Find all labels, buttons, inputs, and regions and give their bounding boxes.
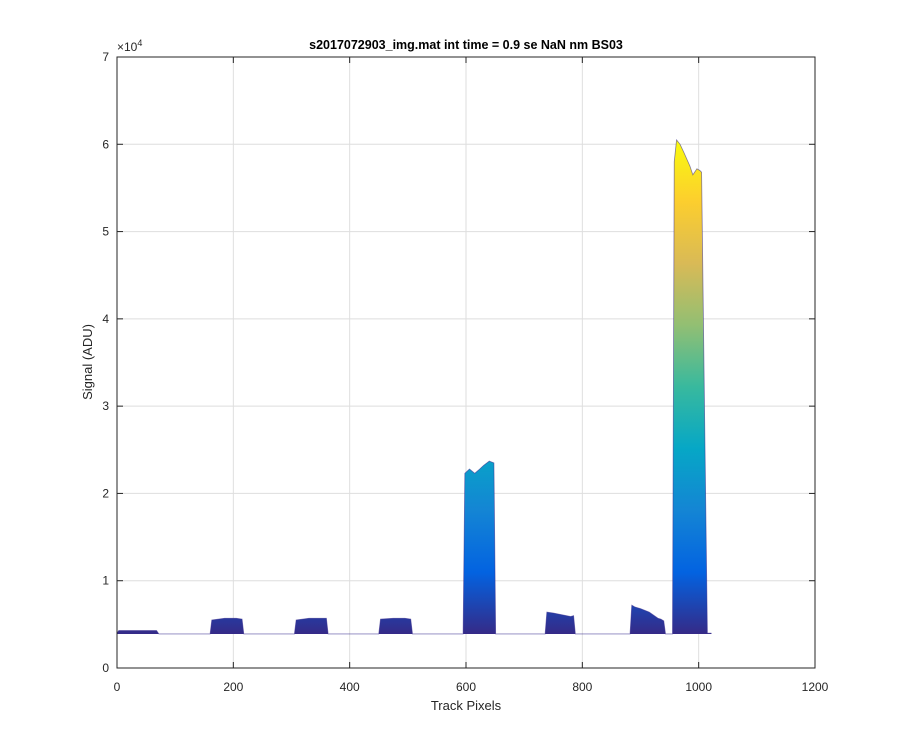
y-tick-label: 4 (102, 312, 109, 326)
y-axis-label: Signal (ADU) (80, 324, 95, 400)
x-tick-label: 1000 (685, 680, 712, 694)
y-exponent-label: ×104 (117, 38, 142, 54)
x-tick-label: 1200 (802, 680, 829, 694)
ticks: 0 200 400 600 800 1000 1200 0 1 2 3 4 5 6 7 (102, 50, 828, 694)
y-tick-label: 1 (102, 574, 109, 588)
y-tick-label: 3 (102, 399, 109, 413)
x-tick-label: 800 (572, 680, 592, 694)
x-tick-label: 600 (456, 680, 476, 694)
x-axis-label: Track Pixels (431, 698, 502, 713)
y-tick-label: 6 (102, 137, 109, 151)
y-tick-label: 5 (102, 225, 109, 239)
x-tick-label: 400 (340, 680, 360, 694)
chart-title: s2017072903_img.mat int time = 0.9 se Na… (309, 38, 623, 52)
x-tick-label: 200 (223, 680, 243, 694)
y-exponent-power: 4 (137, 38, 142, 48)
x-tick-label: 0 (114, 680, 121, 694)
y-tick-label: 7 (102, 50, 109, 64)
signal-line (116, 138, 712, 635)
y-tick-label: 0 (102, 661, 109, 675)
data-layer (116, 138, 712, 635)
y-exponent-base: ×10 (117, 40, 138, 54)
y-tick-label: 2 (102, 486, 109, 500)
